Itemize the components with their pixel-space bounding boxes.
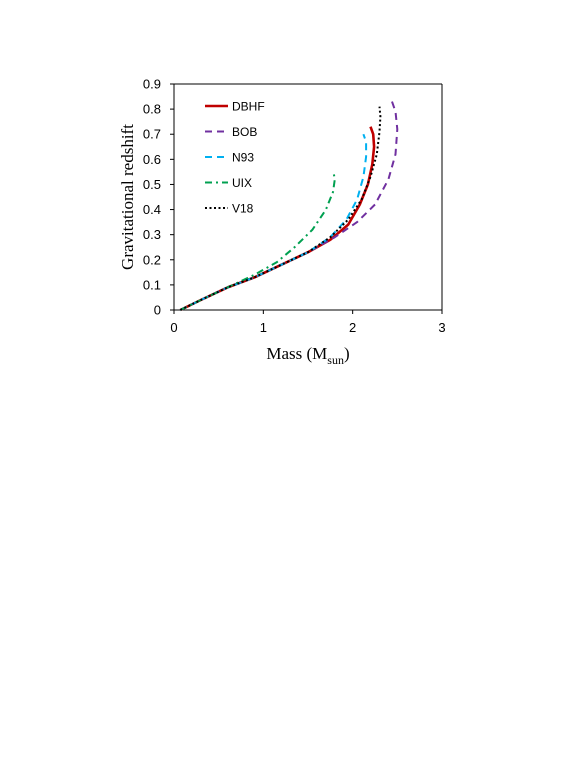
series-line-uix	[179, 174, 336, 311]
legend-label-dbhf: DBHF	[232, 100, 265, 114]
y-tick-label: 0.4	[143, 202, 161, 217]
x-axis-title-close: )	[344, 344, 350, 363]
y-tick-label: 0.1	[143, 277, 161, 292]
x-axis-ticks: 0 1 2 3	[170, 310, 446, 335]
y-axis-ticks: 0 0.1 0.2 0.3 0.4 0.5 0.6 0.7 0.8 0.9	[143, 77, 174, 318]
plot-area	[173, 83, 443, 311]
legend-label-v18: V18	[232, 202, 254, 216]
x-tick-label: 1	[260, 320, 267, 335]
x-axis-title-subscript: sun	[327, 353, 344, 367]
y-axis-title: Gravitational redshift	[118, 124, 137, 270]
series-line-bob	[179, 101, 399, 311]
y-tick-label: 0.6	[143, 152, 161, 167]
x-axis-title-main: Mass (M	[266, 344, 327, 363]
legend-label-bob: BOB	[232, 125, 257, 139]
legend-label-uix: UIX	[232, 176, 252, 190]
legend-label-n93: N93	[232, 151, 254, 165]
x-tick-label: 2	[349, 320, 356, 335]
x-tick-label: 0	[170, 320, 177, 335]
y-tick-label: 0.9	[143, 77, 161, 92]
y-tick-label: 0.8	[143, 102, 161, 117]
y-tick-label: 0.3	[143, 227, 161, 242]
y-tick-label: 0.7	[143, 127, 161, 142]
y-tick-label: 0.5	[143, 177, 161, 192]
series-layer	[179, 101, 399, 312]
x-tick-label: 3	[438, 320, 445, 335]
y-tick-label: 0.2	[143, 252, 161, 267]
legend: DBHF BOB N93 UIX V18	[205, 100, 265, 216]
x-axis-title: Mass (Msun)	[266, 344, 349, 367]
y-tick-label: 0	[154, 303, 161, 318]
